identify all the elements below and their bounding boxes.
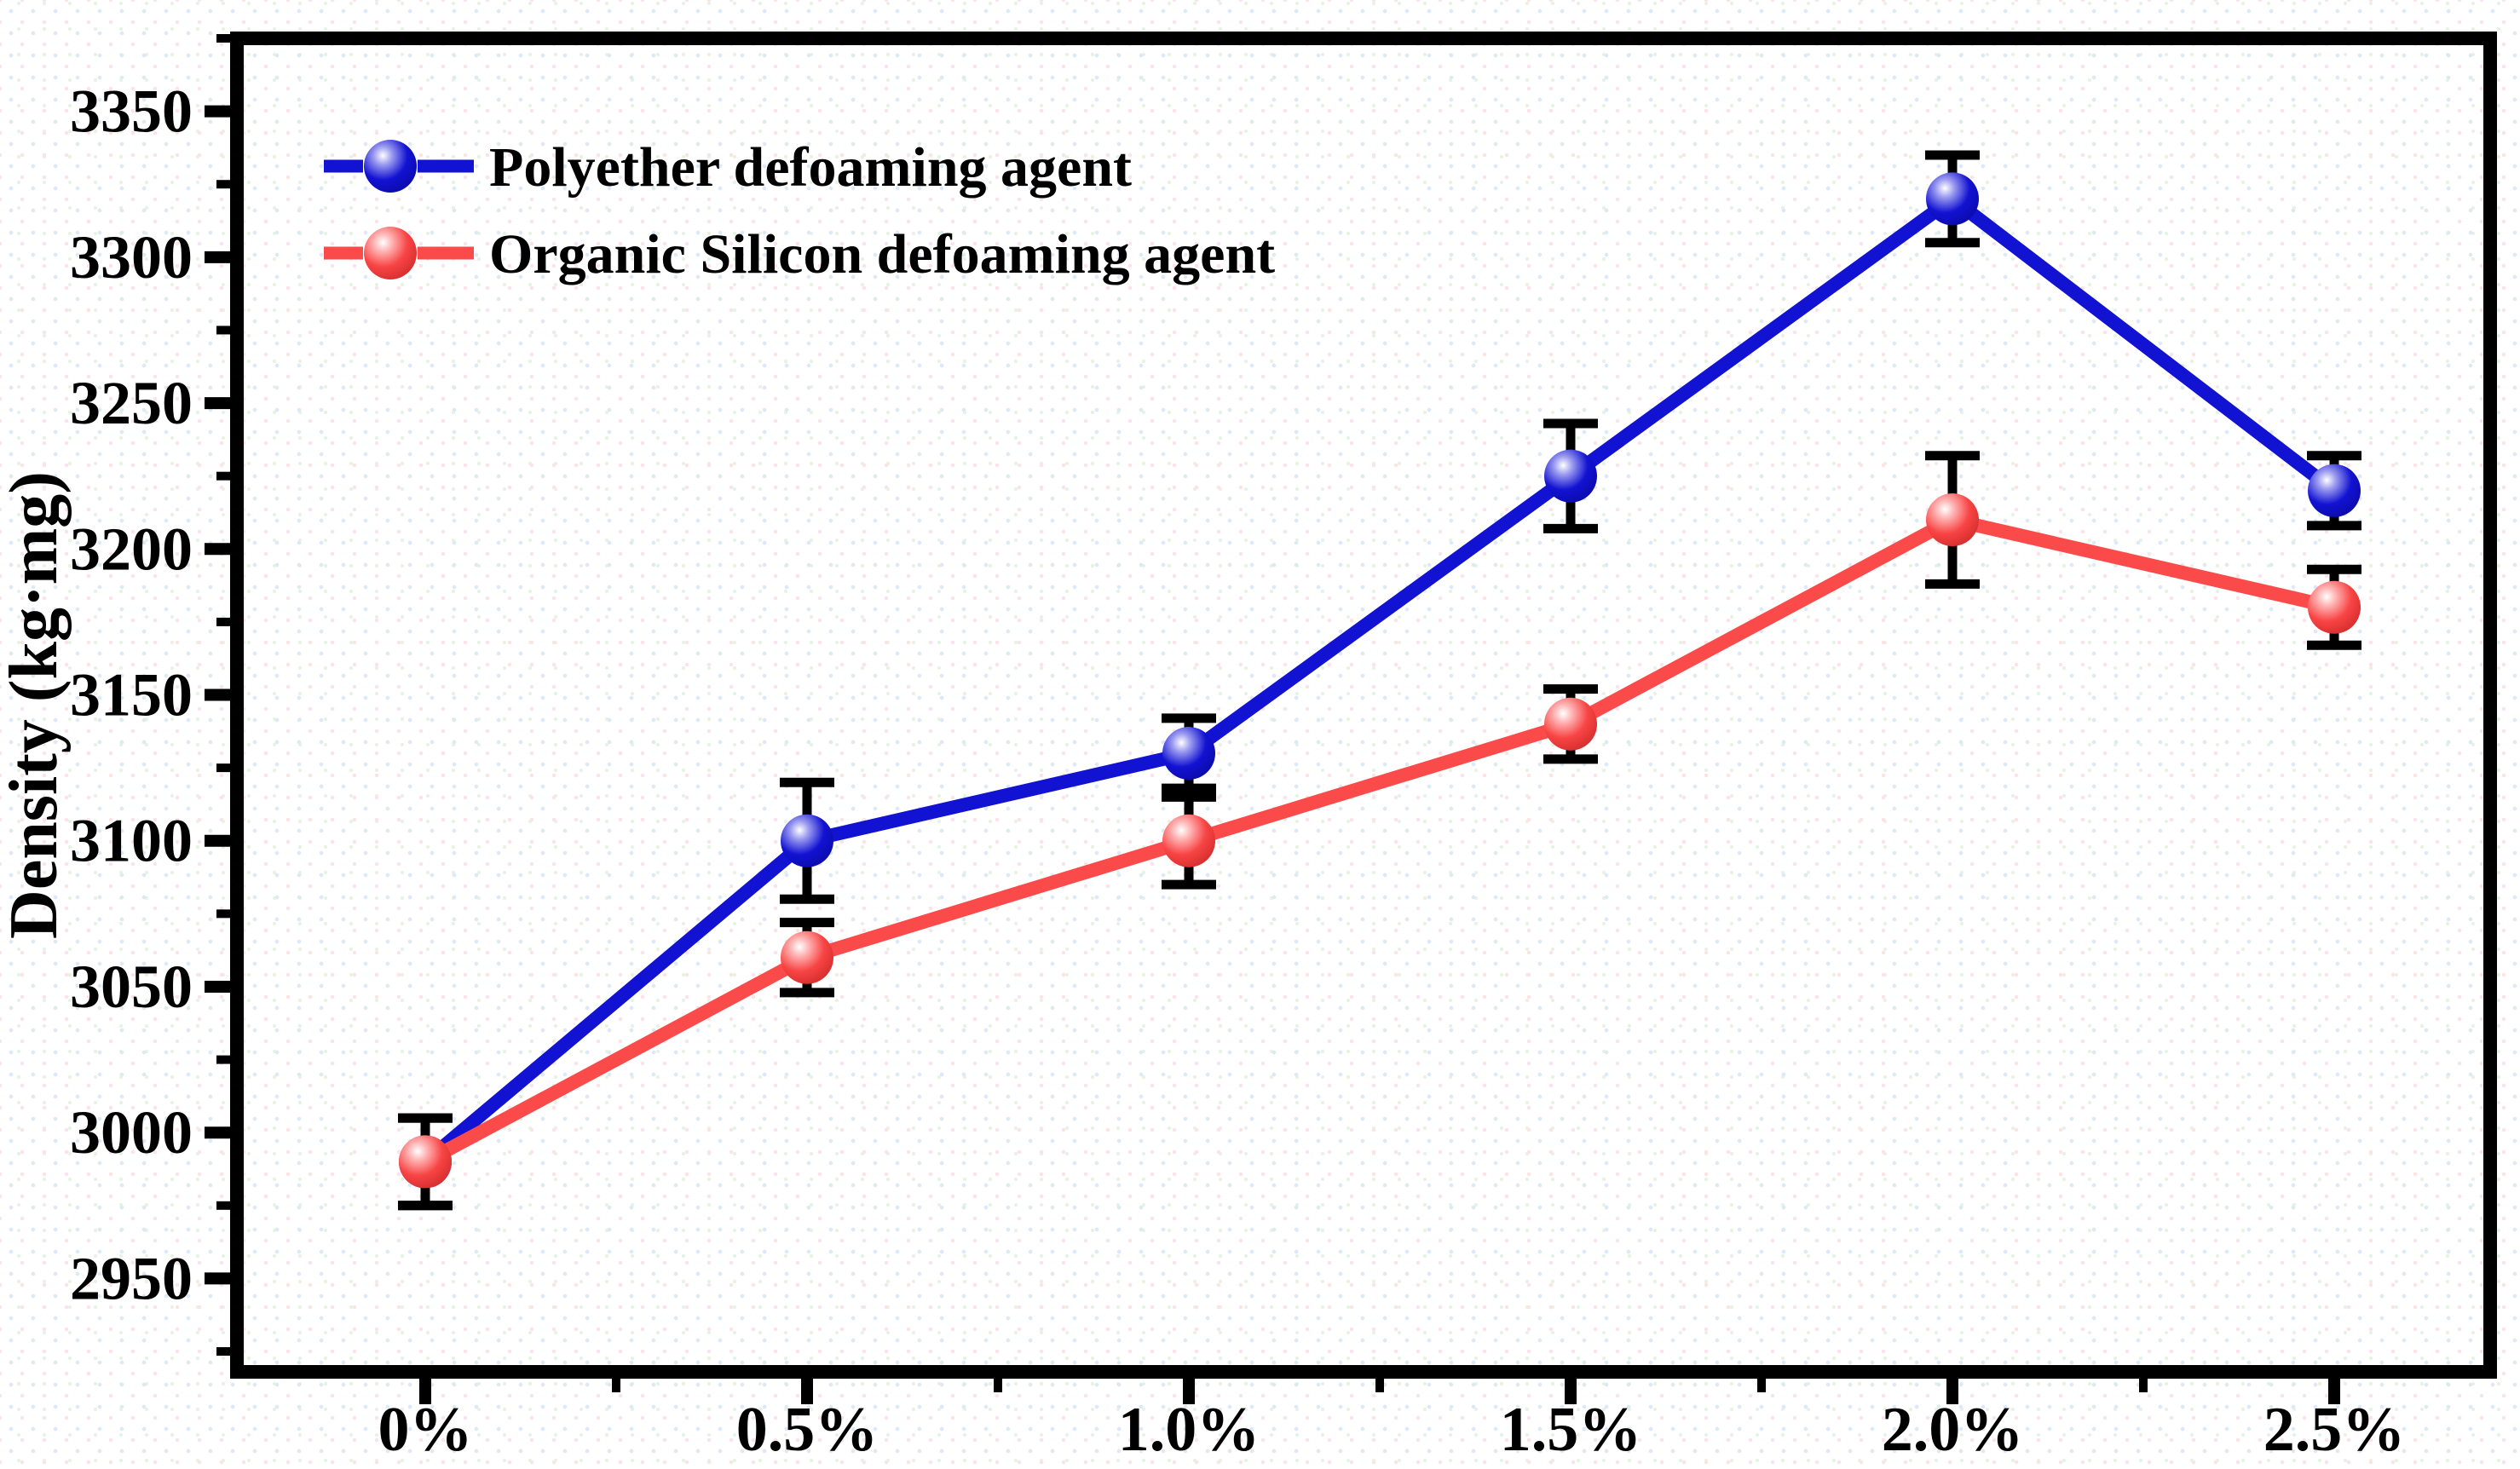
- series-line-1: [418, 513, 2341, 1169]
- legend-item-0: Polyether defoaming agent: [324, 136, 1132, 199]
- y-tick-label: 3200: [70, 515, 193, 583]
- y-tick-label: 3300: [70, 223, 193, 291]
- y-tick-label: 3050: [70, 953, 193, 1021]
- data-point-marker: [2308, 464, 2361, 517]
- plot-frame: [230, 32, 2497, 1379]
- x-tick-label: 2.5%: [2263, 1395, 2406, 1465]
- y-tick-label: 3350: [70, 78, 193, 146]
- y-tick-label: 3150: [70, 661, 193, 729]
- data-point-marker: [1544, 449, 1597, 503]
- data-point-marker: [2308, 580, 2361, 634]
- legend-label: Organic Silicon defoaming agent: [489, 223, 1275, 285]
- x-tick-label: 0%: [378, 1395, 473, 1465]
- y-tick-label: 3250: [70, 369, 193, 437]
- data-point-marker: [1162, 814, 1215, 867]
- data-point-marker: [781, 814, 833, 867]
- x-tick-label: 0.5%: [736, 1395, 879, 1465]
- y-tick-label: 3100: [70, 807, 193, 875]
- data-point-marker: [781, 930, 833, 984]
- y-axis-title: Density (kg·mg): [0, 471, 72, 939]
- legend: Polyether defoaming agent Organic Silicon…: [324, 136, 1275, 285]
- data-point-marker: [1926, 172, 1979, 226]
- data-point-marker: [1926, 493, 1979, 547]
- y-tick-label: 2950: [70, 1244, 193, 1312]
- legend-marker: [364, 140, 417, 193]
- data-point-marker: [399, 1135, 452, 1189]
- data-point-marker: [1544, 697, 1597, 751]
- x-tick-label: 1.0%: [1118, 1395, 1260, 1465]
- x-tick-label: 1.5%: [1500, 1395, 1642, 1465]
- legend-item-1: Organic Silicon defoaming agent: [324, 223, 1275, 285]
- y-tick-label: 3000: [70, 1098, 193, 1167]
- legend-label: Polyether defoaming agent: [489, 136, 1132, 199]
- data-point-marker: [1162, 727, 1215, 781]
- x-tick-label: 2.0%: [1882, 1395, 2024, 1465]
- legend-marker: [364, 227, 417, 279]
- series-line-0: [418, 192, 2341, 1169]
